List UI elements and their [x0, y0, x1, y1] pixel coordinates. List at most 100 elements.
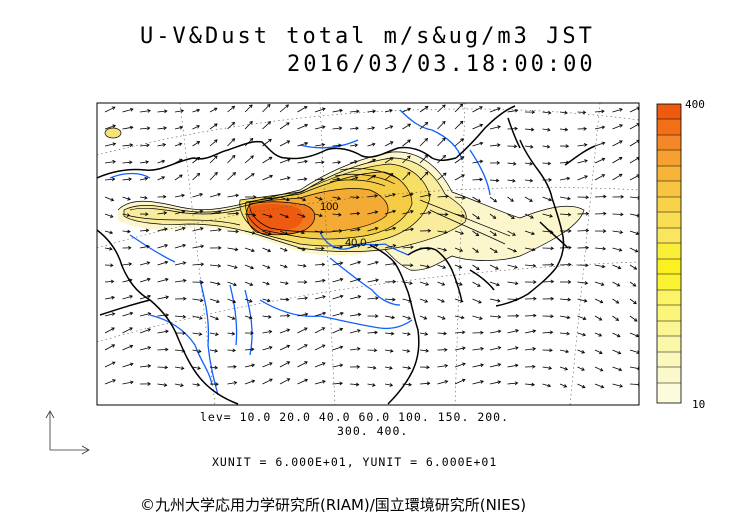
wind-vector-head [374, 314, 379, 318]
wind-vector [104, 296, 115, 300]
wind-vector-head [218, 228, 222, 232]
wind-vector-head [497, 107, 501, 111]
wind-vector [332, 346, 343, 351]
wind-vector-head [475, 249, 479, 253]
wind-vector-head [196, 141, 201, 145]
wind-vector-head [424, 154, 429, 159]
wind-vector-head [549, 214, 553, 218]
wind-vector [209, 107, 218, 113]
wind-vector [472, 213, 480, 220]
wind-vector [332, 312, 344, 317]
wind-vector-head [199, 316, 203, 320]
wind-vector [629, 140, 639, 147]
wind-vector-head [510, 198, 514, 202]
wind-vector [297, 247, 306, 251]
wind-vector [384, 349, 393, 352]
wind-vector-head [568, 245, 572, 250]
wind-vector-head [424, 332, 429, 336]
wind-vector-head [145, 160, 150, 164]
wind-vector [139, 365, 151, 368]
wind-vector [104, 213, 114, 218]
wind-vector [157, 261, 168, 266]
colorbar-min-label: 10 [692, 398, 706, 411]
wind-vector-head [392, 209, 397, 214]
wind-vector [122, 213, 130, 216]
wind-vector-head [566, 331, 570, 336]
wind-vector-head [111, 177, 116, 182]
wind-vector-head [392, 279, 397, 284]
wind-vector-head [529, 198, 533, 202]
wind-vector [279, 281, 289, 284]
wind-vector [367, 244, 379, 249]
wind-vector [209, 123, 218, 130]
wind-vector-head [339, 294, 344, 299]
wind-vector-head [462, 346, 466, 351]
wind-vector [314, 279, 326, 283]
wind-vector [297, 297, 308, 300]
wind-vector [139, 328, 151, 334]
wind-vector [402, 246, 414, 249]
wind-vector-head [357, 277, 362, 282]
wind-vector [157, 278, 169, 283]
wind-vector-head [424, 121, 429, 126]
wind-vector [349, 144, 358, 147]
wind-vector-head [424, 106, 429, 110]
wind-vector-head [304, 159, 308, 164]
wind-vector-head [585, 211, 590, 216]
wind-vector [454, 298, 464, 302]
wind-vector [157, 144, 166, 147]
wind-vector-head [564, 110, 568, 115]
wind-vector [227, 298, 236, 303]
wind-vector-head [356, 109, 360, 114]
wind-vector-head [251, 248, 255, 253]
wind-vector [384, 227, 396, 232]
wind-vector-head [302, 197, 307, 202]
wind-vector-head [357, 295, 362, 299]
wind-vector [542, 383, 551, 387]
wind-vector [314, 362, 326, 368]
wind-vector [157, 330, 169, 334]
wind-vector-head [618, 173, 623, 178]
wind-vector-head [164, 243, 169, 248]
wind-vector-head [111, 327, 115, 331]
wind-vector-head [286, 313, 291, 318]
wind-vector [192, 315, 203, 319]
wind-vector [577, 144, 587, 147]
wind-vector [314, 230, 324, 233]
wind-vector [524, 196, 533, 202]
wind-vector [472, 315, 483, 320]
wind-vector-head [286, 176, 291, 180]
wind-vector [367, 331, 378, 334]
wind-vector-head [444, 212, 449, 217]
wind-vector-head [389, 157, 394, 161]
wind-vector-head [532, 329, 537, 334]
wind-vector-head [321, 262, 326, 267]
wind-vector [104, 344, 115, 351]
wind-vector [174, 349, 185, 352]
wind-vector-head [146, 261, 151, 265]
wind-vector [244, 173, 255, 181]
wind-vector-head [409, 192, 414, 197]
wind-vector-head [200, 280, 204, 285]
wind-vector-head [321, 125, 326, 129]
wind-vector [559, 298, 571, 301]
wind-vector [437, 121, 446, 130]
wind-vector-head [615, 317, 620, 321]
wind-vector-head [426, 264, 430, 269]
wind-vector-head [146, 126, 151, 131]
wind-vector [122, 126, 133, 130]
wind-vector-head [584, 159, 588, 163]
wind-vector-head [196, 156, 201, 161]
wind-vector-head [321, 246, 325, 251]
wind-vector-head [283, 248, 288, 252]
wind-vector [454, 331, 465, 334]
wind-vector [174, 174, 183, 181]
wind-vector [279, 177, 290, 181]
wind-vector-head [514, 126, 518, 131]
wind-vector [629, 123, 639, 130]
wind-vector-head [566, 315, 571, 320]
wind-vector [297, 106, 308, 113]
wind-vector [629, 213, 639, 217]
wind-vector-head [599, 367, 604, 372]
wind-vector-head [356, 227, 361, 232]
